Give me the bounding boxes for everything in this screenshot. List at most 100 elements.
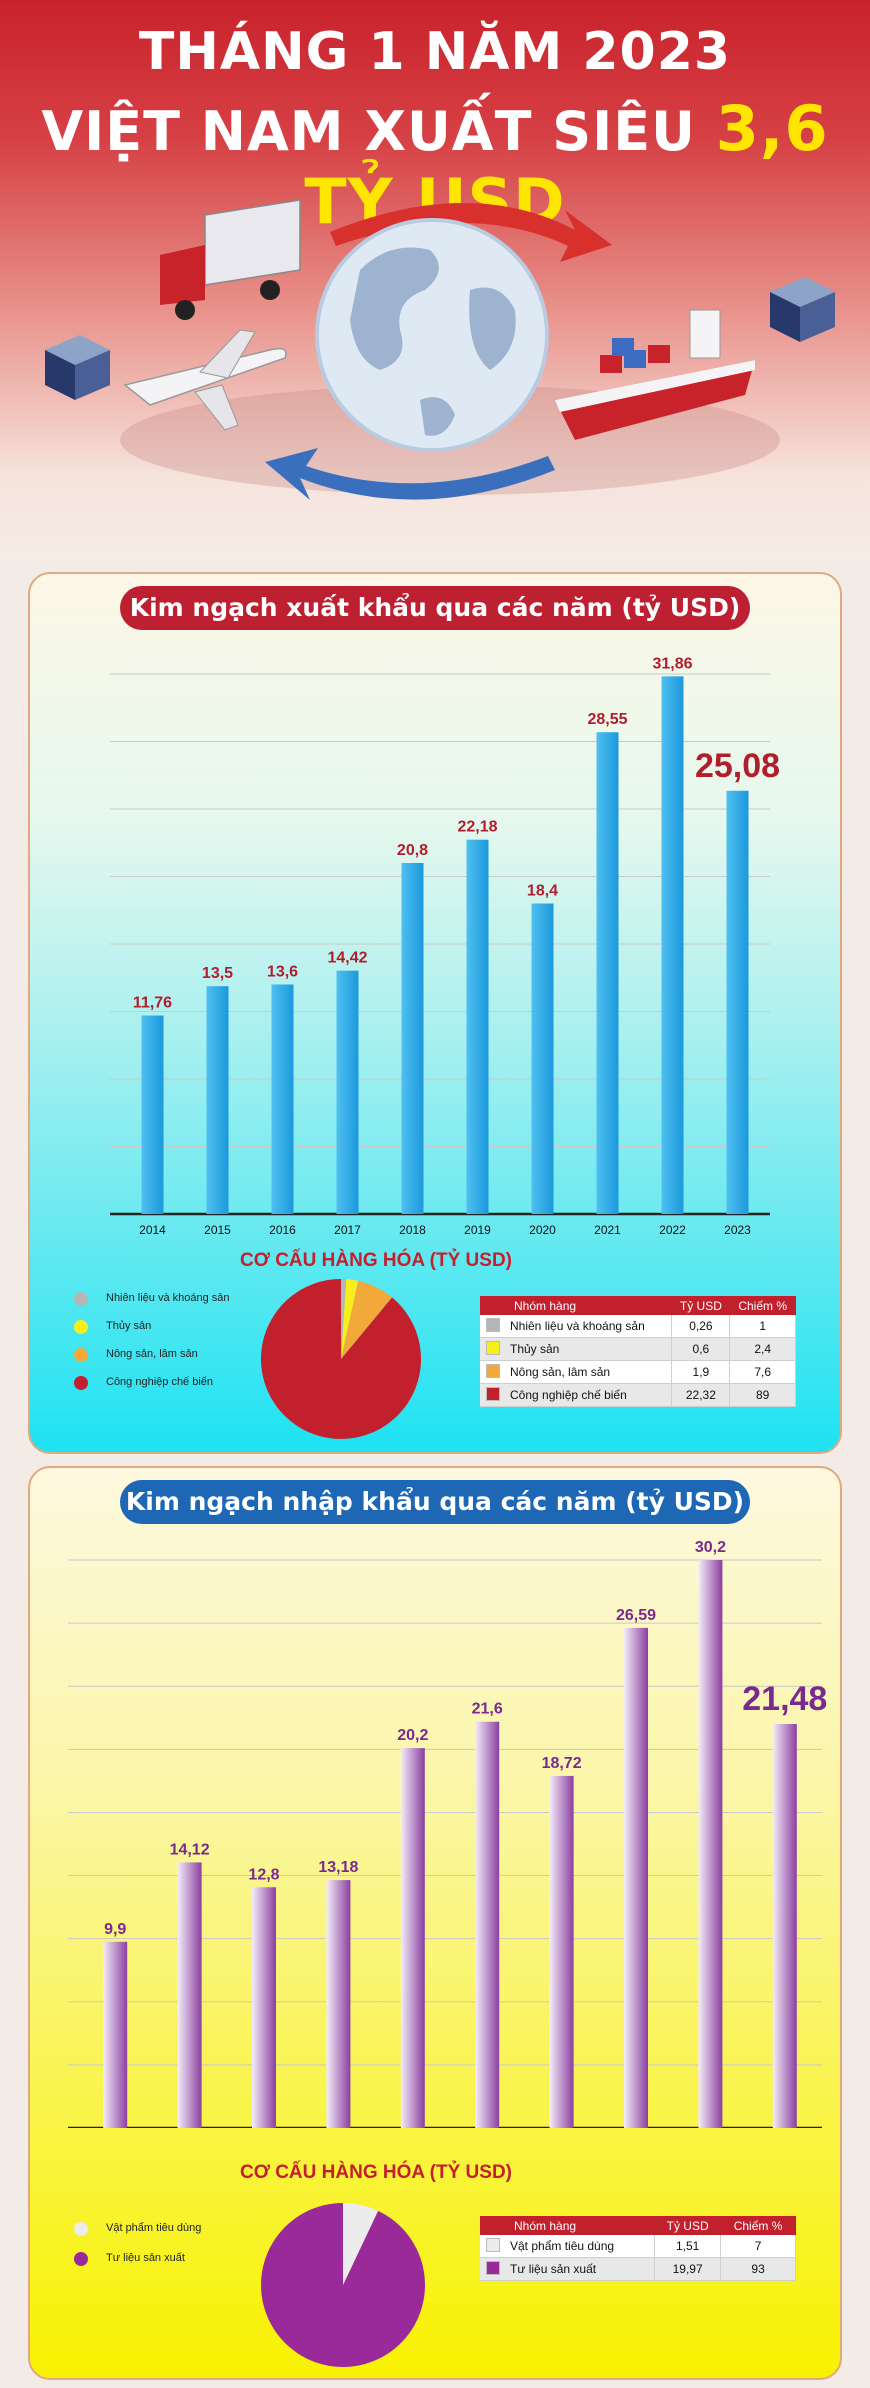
data-label-2020: 18,4 [527, 883, 558, 900]
import-panel: Kim ngạch nhập khẩu qua các năm (tỷ USD)… [28, 1466, 842, 2380]
bar-2021 [596, 732, 619, 1214]
bar-2016 [271, 984, 294, 1214]
import-pie-chart [261, 2203, 425, 2367]
data-label-2018: 20,8 [397, 842, 428, 859]
row-name-cell: Công nghiệp chế biến [506, 1383, 673, 1407]
table-header-row: Nhóm hàng Tỷ USD Chiếm % [480, 1296, 796, 1315]
legend-swatch [74, 1320, 88, 1334]
row-share-cell: 2,4 [729, 1337, 796, 1361]
tick-label-2014: 2014 [139, 1223, 166, 1234]
data-label-2022: 30,2 [695, 1539, 726, 1556]
table-header-cell: Nhóm hàng [480, 2216, 655, 2235]
export-title-pill: Kim ngạch xuất khẩu qua các năm (tỷ USD) [120, 586, 750, 630]
export-pie-chart [261, 1279, 421, 1439]
export-structure-table: Nhóm hàng Tỷ USD Chiếm % Nhiên liệu và khoá… [480, 1296, 796, 1407]
table-row: Nông sản, lâm sản 1,9 7,6 [480, 1360, 796, 1384]
row-share-cell: 7,6 [729, 1360, 796, 1384]
row-color-swatch [486, 1340, 500, 1355]
legend-label: Nông sản, lâm sản [106, 1348, 198, 1360]
data-label-2015: 13,5 [202, 965, 233, 982]
import-structure-title: CƠ CẤU HÀNG HÓA (TỶ USD) [240, 2162, 512, 2183]
import-title-pill: Kim ngạch nhập khẩu qua các năm (tỷ USD) [120, 1480, 750, 1524]
row-value-cell: 22,32 [671, 1383, 731, 1407]
row-name-cell: Nông sản, lâm sản [506, 1360, 673, 1384]
airplane-icon [123, 329, 287, 431]
pie-slice-0 [341, 1279, 347, 1359]
row-color-swatch [486, 1386, 500, 1401]
table-header-cell: Nhóm hàng [480, 1296, 672, 1315]
import-structure-table: Nhóm hàng Tỷ USD Chiếm % Vật phẩm tiêu dùng… [480, 2216, 796, 2281]
globe-land [350, 247, 516, 436]
bar-2019 [475, 1721, 500, 2128]
data-label-2020: 18,72 [542, 1755, 582, 1772]
table-header-cell: Tỷ USD [671, 1296, 730, 1315]
legend-label: Công nghiệp chế biến [106, 1376, 214, 1388]
table-row: Nhiên liệu và khoáng sản 0,26 1 [480, 1315, 796, 1338]
bar-2022 [661, 676, 684, 1214]
bar-2015 [206, 986, 229, 1214]
data-label-2016: 13,6 [267, 964, 298, 981]
data-label-2021: 26,59 [616, 1607, 656, 1624]
tick-label-2018: 2018 [399, 1223, 426, 1234]
table-header-cell: Chiếm % [720, 2216, 796, 2235]
row-color-swatch [486, 2260, 500, 2275]
table-header-cell: Tỷ USD [654, 2216, 721, 2235]
row-value-cell: 0,26 [671, 1315, 731, 1338]
row-value-cell: 19,97 [654, 2257, 722, 2281]
row-name-cell: Vật phẩm tiêu dùng [506, 2235, 656, 2258]
bar-2021 [624, 1627, 648, 2128]
truck-icon [160, 199, 301, 320]
bar-2018 [401, 863, 424, 1214]
data-label-2016: 12,8 [248, 1866, 279, 1883]
package-icon-left [45, 335, 110, 400]
bar-2022 [698, 1560, 723, 2128]
bar-2020 [531, 903, 554, 1214]
bar-2015 [177, 1862, 202, 2128]
data-label-2018: 20,2 [397, 1727, 428, 1744]
tick-label-2015: 2015 [204, 1223, 231, 1234]
pie-slice-1 [341, 1279, 359, 1359]
table-header-row: Nhóm hàng Tỷ USD Chiếm % [480, 2216, 796, 2235]
legend-label: Nhiên liệu và khoáng sản [106, 1292, 230, 1304]
headline-text: VIỆT NAM XUẤT SIÊU [41, 100, 696, 163]
legend-swatch [74, 2252, 88, 2266]
row-color-swatch [486, 2237, 500, 2252]
bar-2017 [326, 1880, 351, 2128]
data-label-2023: 25,08 [695, 747, 780, 785]
red-arrow-icon [330, 202, 612, 262]
tick-label-2019: 2019 [464, 1223, 491, 1234]
trade-illustration [45, 199, 835, 500]
tick-label-2020: 2020 [529, 1223, 556, 1234]
legend-label: Tư liệu sản xuất [106, 2252, 185, 2264]
data-label-2023: 21,48 [742, 1680, 827, 1718]
data-label-2014: 9,9 [104, 1921, 126, 1938]
legend-label: Thủy sản [106, 1320, 152, 1332]
row-share-cell: 93 [720, 2257, 796, 2281]
export-bar-chart: 11,76 2014 13,5 2015 13,6 2016 14,42 2017 20,8 20… [110, 655, 780, 1234]
table-row: Tư liệu sản xuất 19,97 93 [480, 2257, 796, 2281]
data-label-2021: 28,55 [587, 711, 627, 728]
bar-2018 [400, 1748, 425, 2128]
data-label-2019: 21,6 [472, 1701, 503, 1718]
blue-arrow-icon [265, 448, 555, 500]
bar-2014 [103, 1941, 128, 2128]
data-label-2015: 14,12 [170, 1841, 210, 1858]
tick-label-2022: 2022 [659, 1223, 686, 1234]
table-row: Vật phẩm tiêu dùng 1,51 7 [480, 2235, 796, 2258]
bar-2017 [336, 970, 359, 1214]
data-label-2019: 22,18 [457, 819, 497, 836]
row-share-cell: 7 [720, 2235, 796, 2258]
export-panel: Kim ngạch xuất khẩu qua các năm (tỷ USD)… [28, 572, 842, 1454]
legend-swatch [74, 1348, 88, 1362]
table-row: Thủy sản 0,6 2,4 [480, 1337, 796, 1361]
data-label-2014: 11,76 [133, 995, 172, 1012]
row-share-cell: 1 [729, 1315, 796, 1338]
data-label-2017: 13,18 [318, 1859, 358, 1876]
table-header-cell: Chiếm % [729, 1296, 796, 1315]
row-name-cell: Tư liệu sản xuất [506, 2257, 656, 2281]
legend-swatch [74, 2222, 88, 2236]
tick-label-2016: 2016 [269, 1223, 296, 1234]
export-structure-title: CƠ CẤU HÀNG HÓA (TỶ USD) [240, 1250, 512, 1271]
hero-banner: THÁNG 1 NĂM 2023 VIỆT NAM XUẤT SIÊU 3,6 … [0, 0, 870, 560]
bar-2019 [466, 839, 489, 1214]
